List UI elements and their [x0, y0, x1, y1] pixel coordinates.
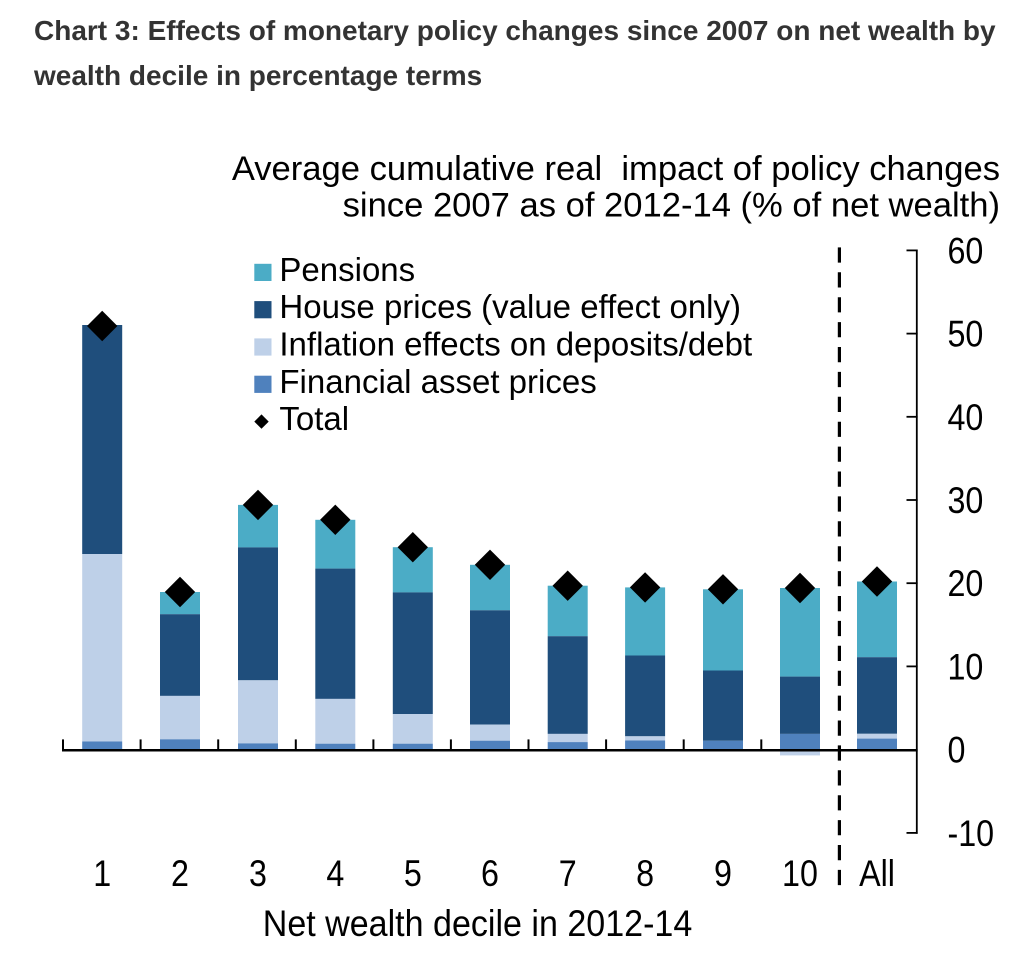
svg-text:9: 9 — [714, 853, 732, 895]
svg-text:since 2007 as of 2012-14 (% of: since 2007 as of 2012-14 (% of net wealt… — [343, 187, 1000, 225]
svg-text:20: 20 — [948, 563, 984, 605]
svg-text:All: All — [859, 853, 895, 895]
svg-text:8: 8 — [636, 853, 654, 895]
svg-text:Net wealth decile in 2012-14: Net wealth decile in 2012-14 — [263, 903, 693, 945]
svg-text:30: 30 — [948, 480, 984, 522]
svg-text:House prices (value effect onl: House prices (value effect only) — [279, 288, 741, 325]
svg-text:5: 5 — [404, 853, 422, 895]
svg-text:-10: -10 — [948, 813, 995, 855]
svg-text:7: 7 — [559, 853, 577, 895]
svg-text:Average cumulative real impac: Average cumulative real impact of policy… — [232, 150, 1000, 188]
svg-text:3: 3 — [249, 853, 267, 895]
svg-text:1: 1 — [93, 853, 111, 895]
svg-text:10: 10 — [782, 853, 818, 895]
svg-text:50: 50 — [948, 313, 984, 355]
svg-text:Financial asset prices: Financial asset prices — [279, 363, 596, 400]
svg-text:0: 0 — [948, 729, 966, 771]
svg-text:Inflation effects on deposits/: Inflation effects on deposits/debt — [279, 326, 752, 363]
svg-text:4: 4 — [326, 853, 344, 895]
svg-text:60: 60 — [948, 230, 984, 272]
svg-text:6: 6 — [481, 853, 499, 895]
svg-text:10: 10 — [948, 646, 984, 688]
svg-text:40: 40 — [948, 397, 984, 439]
svg-text:Total: Total — [279, 400, 349, 437]
svg-text:Pensions: Pensions — [279, 251, 415, 288]
svg-text:2: 2 — [171, 853, 189, 895]
